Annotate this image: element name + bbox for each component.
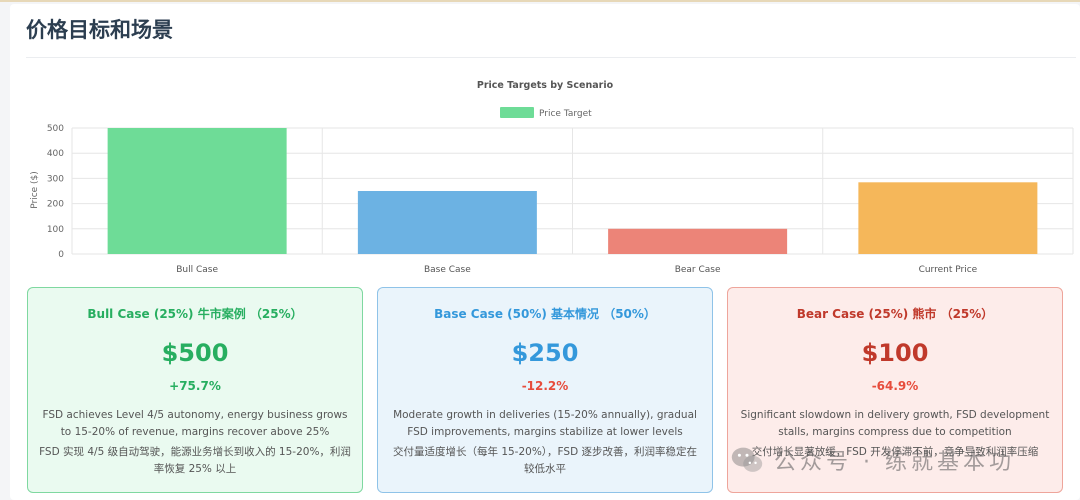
x-tick-label: Base Case bbox=[424, 265, 471, 275]
bar-current-price[interactable] bbox=[858, 182, 1038, 254]
legend-label[interactable]: Price Target bbox=[539, 109, 592, 119]
section-divider bbox=[26, 57, 1076, 58]
y-tick-label: 200 bbox=[47, 200, 64, 210]
bull-case-description-cn: FSD 实现 4/5 级自动驾驶，能源业务增长到收入的 15-20%，利润率恢复… bbox=[39, 446, 351, 475]
watermark: 公众号 · 练就基本功 bbox=[728, 438, 1015, 482]
scenario-cards: Bull Case (25%) 牛市案例 （25%） $500 +75.7% F… bbox=[10, 287, 1080, 500]
bull-case-description: FSD achieves Level 4/5 autonomy, energy … bbox=[42, 409, 348, 438]
bull-case-change: +75.7% bbox=[169, 379, 221, 393]
bear-case-description: Significant slowdown in delivery growth,… bbox=[740, 409, 1050, 438]
chart-title: Price Targets by Scenario bbox=[477, 80, 614, 91]
x-tick-label: Current Price bbox=[919, 265, 978, 275]
top-accent-line bbox=[0, 0, 1080, 2]
bars-layer bbox=[107, 128, 1038, 254]
bear-case-change: -64.9% bbox=[871, 379, 919, 393]
ticks-layer: 0 100 200 300 400 500 Bull Case Base Case Bear C… bbox=[47, 124, 978, 275]
base-case-description-cn: 交付量适度增长（每年 15-20%），FSD 逐步改善，利润率稳定在较低水平 bbox=[392, 446, 698, 475]
base-case-description: Moderate growth in deliveries (15-20% an… bbox=[393, 409, 697, 438]
y-tick-label: 400 bbox=[47, 149, 64, 159]
section-title: 价格目标和场景 bbox=[26, 18, 173, 42]
bar-bear-case[interactable] bbox=[608, 228, 788, 254]
wechat-icon bbox=[731, 447, 763, 472]
y-tick-label: 100 bbox=[47, 225, 64, 235]
bar-bull-case[interactable] bbox=[107, 128, 287, 254]
bear-case-card: Bear Case (25%) 熊市 （25%） $100 -64.9% Sig… bbox=[727, 287, 1063, 493]
bull-case-title: Bull Case (25%) 牛市案例 （25%） bbox=[87, 307, 303, 321]
price-targets-panel: 价格目标和场景 Price Targets by Scenario Price … bbox=[10, 4, 1080, 500]
y-tick-label: 300 bbox=[47, 174, 64, 184]
legend-swatch[interactable] bbox=[500, 107, 534, 118]
x-tick-label: Bear Case bbox=[675, 265, 721, 275]
base-case-change: -12.2% bbox=[521, 379, 569, 393]
watermark-text: 公众号 · 练就基本功 bbox=[774, 450, 1015, 475]
base-case-card: Base Case (50%) 基本情况 （50%） $250 -12.2% M… bbox=[377, 287, 713, 493]
bar-base-case[interactable] bbox=[357, 191, 537, 254]
chart-svg: Price Targets by Scenario Price Target P… bbox=[30, 80, 1074, 275]
y-tick-label: 500 bbox=[47, 124, 64, 134]
y-axis-label: Price ($) bbox=[30, 171, 40, 209]
bear-case-title: Bear Case (25%) 熊市 （25%） bbox=[796, 307, 994, 321]
base-case-title: Base Case (50%) 基本情况 （50%） bbox=[434, 307, 656, 321]
price-targets-chart: Price Targets by Scenario Price Target P… bbox=[10, 64, 1080, 284]
bull-case-price: $500 bbox=[161, 339, 229, 367]
y-tick-label: 0 bbox=[58, 250, 64, 260]
bull-case-card: Bull Case (25%) 牛市案例 （25%） $500 +75.7% F… bbox=[27, 287, 363, 493]
base-case-price: $250 bbox=[511, 339, 579, 367]
bear-case-description-cn: 交付增长显著放缓，FSD 开发停滞不前，竞争导致利润率压缩 bbox=[751, 446, 1039, 458]
x-tick-label: Bull Case bbox=[176, 265, 218, 275]
bear-case-price: $100 bbox=[861, 339, 929, 367]
